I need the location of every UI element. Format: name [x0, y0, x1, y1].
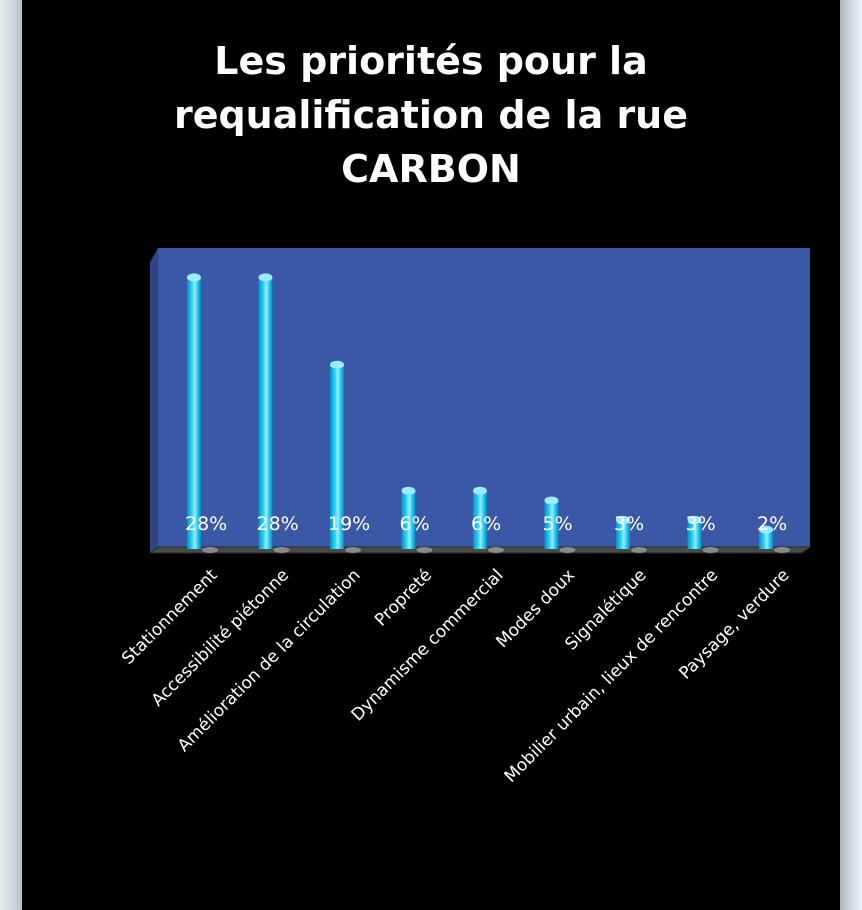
bar-shadow [202, 547, 218, 553]
bar-shadow [559, 547, 576, 553]
bar-cap [330, 360, 344, 369]
bar-value-label: 5% [543, 513, 573, 535]
chart-title: Les priorités pour la requalification de… [22, 34, 840, 196]
bar [759, 529, 773, 549]
bar-cap [759, 525, 773, 534]
bar-shadow [631, 547, 647, 553]
plot-side-wall [150, 248, 158, 553]
bar-shadow [702, 547, 719, 553]
bar-shadow [345, 547, 361, 553]
bar-cap [544, 496, 559, 505]
bar [616, 519, 630, 549]
bar-shadow [488, 547, 504, 553]
bar-cap [258, 273, 273, 282]
bar-chart: 28% 28% 19% 6% 6% 5% 3% 3% 2% StationnementAcces… [118, 248, 812, 787]
bar-cap [401, 486, 416, 495]
bar [330, 364, 344, 549]
bar [687, 519, 702, 549]
bar-value-label: 2% [757, 513, 787, 535]
value-labels: 28% 28% 19% 6% 6% 5% 3% 3% 2% [185, 513, 787, 535]
bar-value-label: 28% [185, 513, 227, 535]
chart-title-line: Les priorités pour la [214, 39, 648, 83]
bar [187, 277, 201, 549]
x-axis-label: Propreté [371, 565, 436, 630]
chart-title-line: CARBON [341, 147, 521, 191]
bar-shadow [273, 547, 290, 553]
bar-value-label: 19% [328, 513, 370, 535]
bar-value-label: 28% [257, 513, 299, 535]
x-axis-label: Accessibilité piétonne [148, 565, 293, 710]
bar-cap [616, 515, 630, 524]
x-axis-label: Dynamisme commercial [348, 565, 508, 725]
bar-shadow [416, 547, 433, 553]
background-left-edge [0, 0, 22, 910]
bar-value-label: 3% [614, 513, 644, 535]
bar-value-label: 6% [471, 513, 501, 535]
slide: Les priorités pour la requalification de… [22, 0, 840, 910]
background-right-edge [840, 0, 862, 910]
bars [187, 273, 790, 553]
bar [258, 277, 273, 549]
bar-shadow [774, 547, 790, 553]
chart-title-line: requalification de la rue [173, 93, 689, 137]
bar-value-label: 3% [686, 513, 716, 535]
bar-value-label: 6% [400, 513, 430, 535]
bar-cap [687, 515, 702, 524]
bar [401, 490, 416, 549]
bar [544, 500, 559, 549]
bar-cap [473, 486, 487, 495]
bar [473, 490, 487, 549]
bar-cap [187, 273, 201, 282]
